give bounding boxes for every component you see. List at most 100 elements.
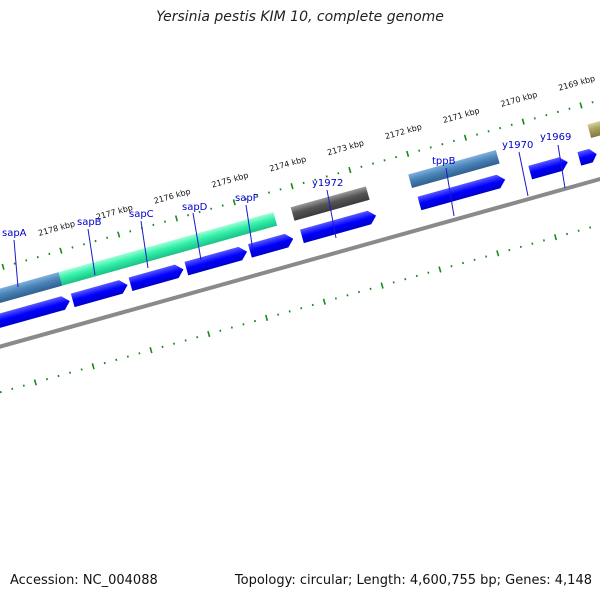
- minor-tick: [152, 223, 155, 227]
- minor-tick: [542, 239, 545, 242]
- minor-tick: [508, 248, 511, 252]
- minor-tick: [450, 265, 453, 268]
- minor-tick: [360, 165, 363, 168]
- minor-tick: [325, 175, 328, 178]
- minor-tick: [80, 368, 83, 371]
- minor-tick: [57, 374, 60, 378]
- major-tick: [174, 215, 179, 222]
- major-tick: [438, 266, 442, 273]
- leader-sapF: [245, 204, 254, 252]
- minor-tick: [429, 146, 432, 149]
- minor-tick: [82, 243, 86, 246]
- minor-tick: [187, 214, 190, 217]
- minor-tick: [415, 274, 418, 278]
- gene-bar-y1972: [290, 186, 370, 221]
- minor-tick: [392, 281, 395, 284]
- minor-tick: [473, 258, 476, 261]
- leader-y1972: [326, 189, 337, 239]
- major-tick: [59, 247, 63, 254]
- kbp-label: 2171 kbp: [442, 106, 481, 125]
- genome-backbone: [0, 160, 600, 359]
- minor-tick: [383, 159, 386, 162]
- minor-tick: [531, 242, 534, 245]
- minor-tick: [103, 361, 106, 365]
- minor-tick: [568, 107, 571, 110]
- leader-sapB: [87, 228, 96, 276]
- cds-arrow: [248, 233, 294, 258]
- leader-y1970: [518, 151, 529, 197]
- gene-label-y1972: y1972: [312, 178, 343, 189]
- genome-summary: Topology: circular; Length: 4,600,755 bp…: [234, 573, 592, 588]
- minor-tick: [244, 197, 247, 201]
- minor-tick: [71, 246, 74, 249]
- cds-arrow: [417, 174, 506, 211]
- minor-tick: [591, 101, 594, 104]
- cds-arrow: [300, 210, 377, 244]
- kbp-label: 2173 kbp: [326, 138, 365, 157]
- minor-tick: [371, 162, 375, 165]
- minor-tick: [11, 387, 14, 391]
- minor-tick: [184, 339, 187, 342]
- minor-tick: [589, 226, 592, 229]
- minor-tick: [22, 384, 25, 387]
- major-tick: [579, 102, 583, 109]
- major-tick: [496, 250, 500, 257]
- minor-tick: [556, 110, 559, 114]
- cds-arrow: [70, 280, 128, 308]
- minor-tick: [138, 352, 141, 355]
- gene-label-y1969: y1969: [540, 132, 571, 143]
- major-tick: [380, 282, 384, 289]
- major-tick: [322, 298, 326, 305]
- minor-tick: [510, 123, 513, 127]
- minor-tick: [300, 307, 303, 310]
- minor-tick: [279, 188, 282, 191]
- minor-tick: [25, 259, 28, 262]
- minor-tick: [36, 255, 39, 259]
- gene-label-y1970: y1970: [502, 140, 533, 151]
- major-tick: [553, 234, 558, 241]
- minor-tick: [337, 172, 340, 175]
- minor-tick: [221, 204, 224, 207]
- minor-tick: [452, 139, 455, 143]
- kbp-label: 2172 kbp: [384, 122, 423, 141]
- minor-tick: [219, 329, 222, 332]
- major-tick: [348, 166, 352, 174]
- gene-bar-y1969: [587, 113, 600, 138]
- major-tick: [207, 330, 211, 338]
- major-tick: [463, 134, 468, 141]
- minor-tick: [462, 261, 465, 265]
- major-tick: [232, 199, 236, 206]
- major-tick: [264, 314, 269, 321]
- minor-tick: [404, 277, 407, 281]
- major-tick: [117, 231, 121, 238]
- gene-label-sapA: sapA: [2, 228, 27, 239]
- major-tick: [521, 118, 525, 125]
- cds-arrow: [577, 148, 597, 166]
- kbp-label: 2175 kbp: [211, 171, 250, 190]
- minor-tick: [48, 252, 51, 256]
- minor-tick: [577, 229, 580, 232]
- minor-tick: [314, 178, 317, 181]
- minor-tick: [334, 297, 337, 300]
- leader-sapA: [13, 239, 19, 288]
- minor-tick: [369, 287, 372, 291]
- minor-tick: [94, 239, 97, 243]
- gene-bar-sapA: [0, 272, 63, 316]
- leader-sapC: [140, 220, 149, 269]
- minor-tick: [545, 113, 548, 117]
- kbp-label: 2178 kbp: [37, 219, 76, 238]
- cds-arrow: [528, 157, 568, 180]
- minor-tick: [45, 378, 48, 381]
- minor-tick: [427, 271, 430, 274]
- major-tick: [290, 183, 294, 190]
- minor-tick: [533, 117, 536, 120]
- minor-tick: [126, 355, 129, 358]
- minor-tick: [395, 155, 398, 159]
- genome-title: Yersinia pestis KIM 10, complete genome: [156, 9, 444, 25]
- major-tick: [91, 363, 95, 370]
- minor-tick: [441, 143, 444, 146]
- minor-tick: [475, 133, 479, 136]
- minor-tick: [198, 210, 201, 214]
- accession-label: Accession: NC_004088: [10, 573, 158, 588]
- minor-tick: [566, 232, 569, 236]
